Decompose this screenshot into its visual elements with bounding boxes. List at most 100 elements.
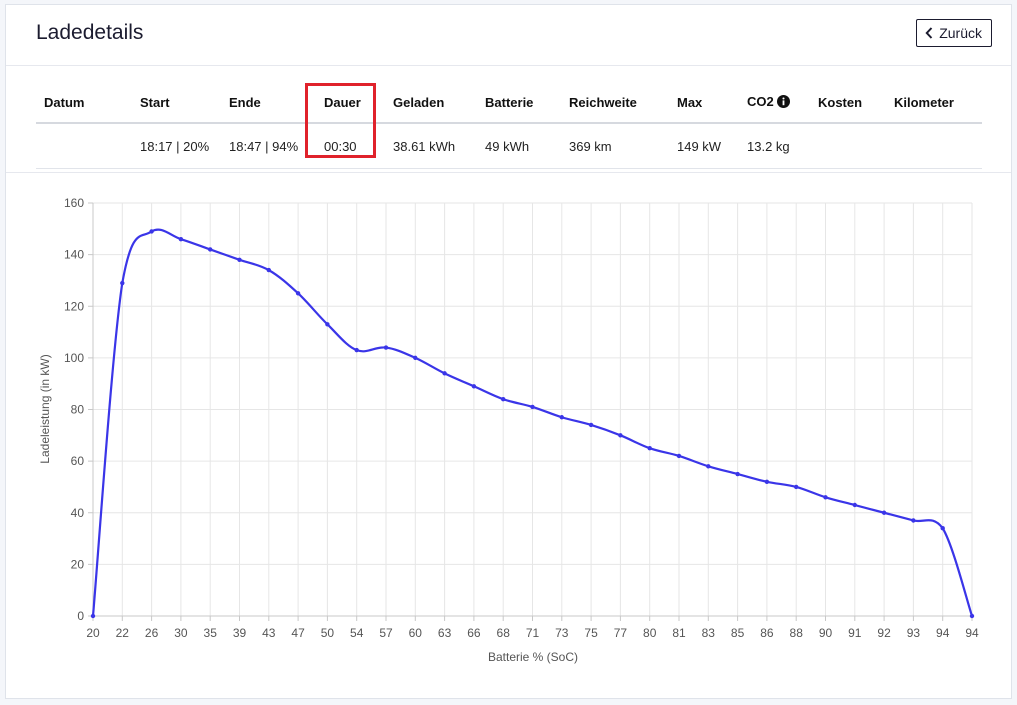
data-point[interactable] — [325, 322, 330, 327]
data-point[interactable] — [442, 371, 447, 376]
x-tick-label: 20 — [86, 626, 100, 640]
data-point[interactable] — [676, 453, 682, 459]
y-tick-label: 100 — [64, 351, 84, 365]
x-tick-label: 73 — [555, 626, 569, 640]
x-tick-label: 66 — [467, 626, 481, 640]
col-header-start: Start — [132, 83, 221, 124]
col-header-kilometer: Kilometer — [886, 83, 982, 124]
cell-start: 18:17 | 20% — [132, 123, 221, 169]
data-point[interactable] — [764, 479, 770, 484]
data-point[interactable] — [208, 247, 213, 252]
col-header-batterie: Batterie — [477, 83, 561, 124]
y-tick-label: 0 — [77, 609, 84, 623]
data-point[interactable] — [266, 267, 271, 273]
cell-ende: 18:47 | 94% — [221, 123, 316, 169]
x-tick-label: 39 — [233, 626, 247, 640]
data-point[interactable] — [618, 433, 623, 438]
data-point[interactable] — [969, 613, 975, 619]
cell-batterie: 49 kWh — [477, 123, 561, 169]
page-title: Ladedetails — [36, 21, 144, 44]
section-divider — [6, 172, 1011, 173]
y-tick-label: 40 — [71, 506, 85, 520]
cell-datum — [36, 123, 132, 169]
data-point[interactable] — [823, 495, 828, 500]
data-point[interactable] — [911, 518, 916, 523]
x-tick-label: 47 — [291, 626, 305, 640]
data-point[interactable] — [559, 415, 564, 420]
data-point[interactable] — [120, 280, 125, 286]
y-tick-label: 20 — [71, 557, 85, 571]
data-point[interactable] — [881, 510, 887, 515]
back-button[interactable]: Zurück — [916, 19, 992, 47]
charge-details-card: Ladedetails Zurück Datum Start Ende Daue… — [5, 4, 1012, 699]
chart-points — [90, 229, 975, 619]
data-point[interactable] — [794, 484, 799, 490]
card-header: Ladedetails Zurück — [6, 5, 1011, 66]
data-point[interactable] — [295, 291, 301, 296]
chart-grid — [92, 202, 973, 617]
col-header-kosten: Kosten — [810, 83, 886, 124]
cell-co2: 13.2 kg — [739, 123, 810, 169]
cell-max: 149 kW — [669, 123, 739, 169]
chart-axes — [88, 202, 973, 621]
data-point[interactable] — [852, 502, 857, 508]
x-tick-label: 54 — [350, 626, 364, 640]
x-tick-label: 88 — [790, 626, 804, 640]
cell-kosten — [810, 123, 886, 169]
col-header-datum: Datum — [36, 83, 132, 124]
co2-label: CO2 — [747, 94, 774, 109]
data-point[interactable] — [706, 464, 711, 469]
y-tick-label: 60 — [71, 454, 85, 468]
x-tick-label: 22 — [116, 626, 130, 640]
x-tick-label: 77 — [614, 626, 628, 640]
x-tick-label: 71 — [526, 626, 540, 640]
y-tick-label: 80 — [71, 403, 85, 417]
col-header-reichweite: Reichweite — [561, 83, 669, 124]
x-tick-label: 35 — [204, 626, 218, 640]
y-axis-label: Ladeleistung (in kW) — [38, 354, 52, 463]
data-point[interactable] — [178, 236, 184, 242]
x-tick-label: 30 — [174, 626, 188, 640]
cell-reichweite: 369 km — [561, 123, 669, 169]
data-point[interactable] — [413, 355, 418, 361]
charge-summary-table: Datum Start Ende Dauer Geladen Batterie … — [36, 83, 982, 173]
data-point[interactable] — [588, 422, 594, 428]
x-tick-label: 94 — [936, 626, 950, 640]
col-header-max: Max — [669, 83, 739, 124]
x-tick-label: 92 — [877, 626, 891, 640]
x-tick-label: 90 — [819, 626, 833, 640]
x-tick-label: 94 — [965, 626, 979, 640]
data-point[interactable] — [354, 347, 359, 353]
chevron-left-icon — [925, 27, 933, 39]
x-tick-label: 57 — [379, 626, 393, 640]
data-point[interactable] — [647, 446, 652, 451]
data-point[interactable] — [530, 404, 535, 410]
col-header-ende: Ende — [221, 83, 316, 124]
data-point[interactable] — [383, 345, 389, 350]
data-point[interactable] — [501, 396, 506, 402]
data-point[interactable] — [735, 471, 740, 477]
x-tick-label: 85 — [731, 626, 745, 640]
x-tick-label: 63 — [438, 626, 452, 640]
x-tick-label: 83 — [702, 626, 716, 640]
y-tick-label: 140 — [64, 248, 84, 262]
info-icon[interactable] — [776, 95, 790, 111]
cell-kilometer — [886, 123, 982, 169]
table-header-row: Datum Start Ende Dauer Geladen Batterie … — [36, 83, 982, 124]
back-button-label: Zurück — [939, 25, 982, 41]
table-row: 18:17 | 20% 18:47 | 94% 00:30 38.61 kWh … — [36, 123, 982, 169]
x-tick-label: 50 — [321, 626, 335, 640]
data-point[interactable] — [237, 257, 242, 262]
col-header-co2: CO2 — [739, 83, 810, 124]
x-tick-label: 75 — [584, 626, 598, 640]
data-point[interactable] — [90, 613, 96, 619]
data-point[interactable] — [471, 384, 477, 389]
data-point[interactable] — [940, 526, 945, 531]
x-tick-label: 93 — [907, 626, 921, 640]
x-tick-label: 80 — [643, 626, 657, 640]
x-tick-label: 81 — [672, 626, 686, 640]
data-point[interactable] — [149, 229, 154, 234]
cell-geladen: 38.61 kWh — [385, 123, 477, 169]
